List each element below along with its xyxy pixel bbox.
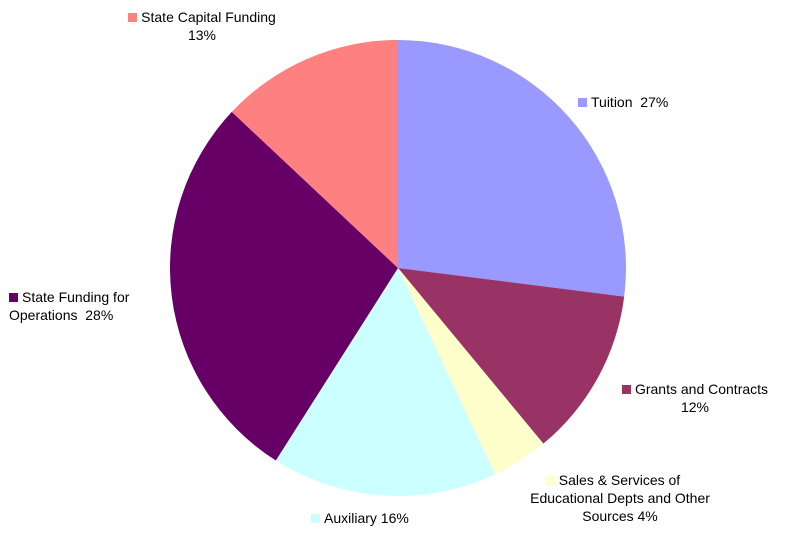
- legend-swatch: [9, 293, 18, 302]
- legend-swatch: [578, 98, 587, 107]
- slice-label: Sales & Services of Educational Depts an…: [530, 471, 710, 525]
- category-label: State Funding for Operations: [9, 289, 130, 323]
- value-label: 27%: [640, 94, 669, 110]
- category-label: State Capital Funding: [141, 9, 276, 25]
- pie-slice: [398, 268, 544, 475]
- pie-slice: [231, 40, 398, 268]
- slice-label: State Capital Funding 13%: [104, 8, 300, 44]
- pie-slice: [170, 111, 398, 461]
- category-label: Tuition: [591, 94, 633, 110]
- category-label: Auxiliary: [324, 510, 377, 526]
- category-label: Grants and Contracts: [634, 381, 769, 397]
- pie-slice: [275, 268, 496, 496]
- legend-swatch: [128, 13, 138, 22]
- value-label: 4%: [637, 508, 658, 524]
- pie-slice: [398, 268, 625, 444]
- value-label: 12%: [680, 399, 710, 415]
- slice-label: Tuition 27%: [578, 93, 668, 111]
- value-label: 13%: [187, 27, 217, 43]
- slice-label: Grants and Contracts 12%: [602, 380, 788, 416]
- category-label: Sales & Services of Educational Depts an…: [530, 472, 710, 524]
- legend-swatch: [311, 514, 320, 523]
- legend-swatch: [621, 385, 631, 394]
- slice-label: Auxiliary 16%: [311, 509, 409, 527]
- slice-label: State Funding for Operations 28%: [9, 288, 149, 324]
- value-label: 16%: [380, 510, 409, 526]
- pie-slice: [398, 40, 626, 297]
- value-label: 28%: [85, 307, 114, 323]
- legend-swatch: [545, 476, 555, 485]
